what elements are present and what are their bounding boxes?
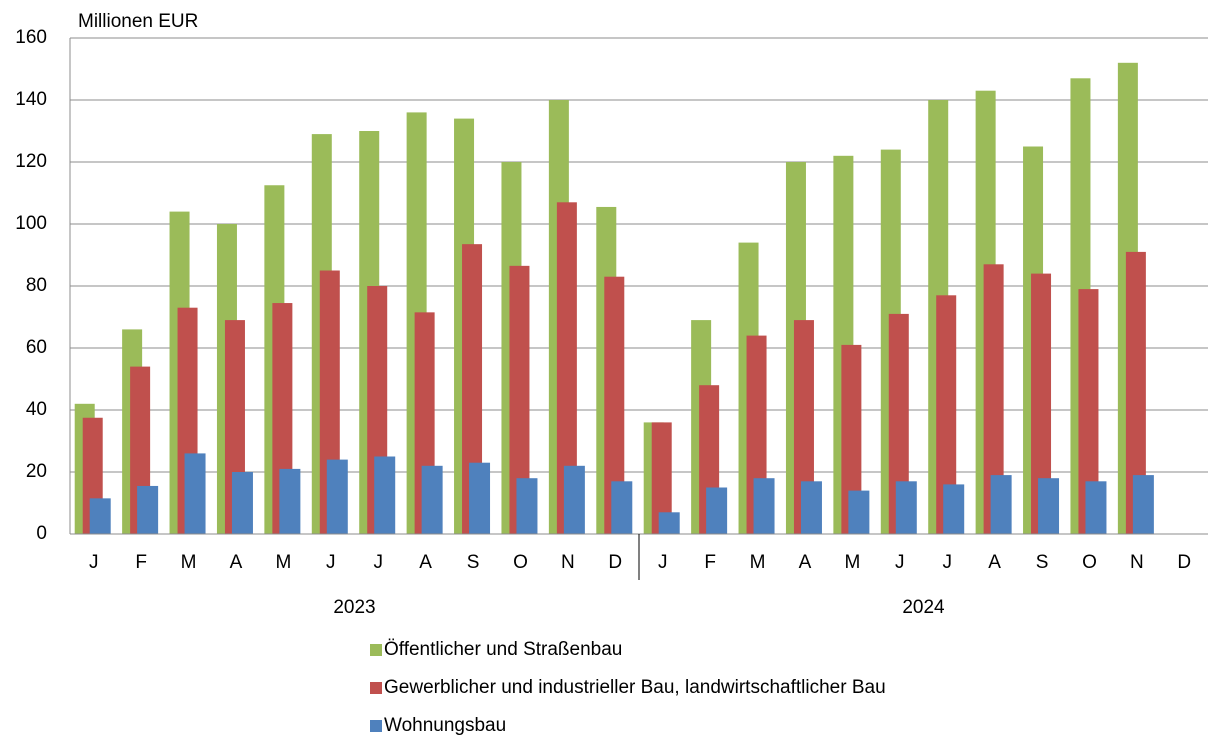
x-tick-label: A bbox=[799, 552, 812, 573]
bar bbox=[1125, 251, 1146, 534]
x-tick-label: J bbox=[942, 552, 952, 573]
y-axis-title: Millionen EUR bbox=[78, 11, 198, 32]
legend-swatch bbox=[370, 644, 382, 656]
legend-label: Öffentlicher und Straßenbau bbox=[384, 639, 622, 660]
bar bbox=[1031, 273, 1052, 534]
y-tick-label: 20 bbox=[26, 461, 47, 482]
x-tick-label: O bbox=[513, 552, 528, 573]
bar bbox=[658, 512, 680, 534]
bar bbox=[793, 320, 814, 534]
bar bbox=[279, 468, 301, 534]
bar bbox=[89, 498, 111, 534]
x-tick-label: A bbox=[988, 552, 1001, 573]
bar bbox=[1038, 478, 1060, 534]
y-tick-label: 100 bbox=[15, 213, 47, 234]
bar bbox=[184, 453, 206, 534]
x-tick-label: J bbox=[658, 552, 668, 573]
x-tick-label: M bbox=[181, 552, 197, 573]
legend-label: Gewerblicher und industrieller Bau, land… bbox=[384, 677, 886, 698]
bar bbox=[231, 472, 253, 534]
x-tick-label: A bbox=[230, 552, 243, 573]
x-tick-label: J bbox=[373, 552, 383, 573]
x-tick-label: M bbox=[844, 552, 860, 573]
x-tick-label: M bbox=[750, 552, 766, 573]
bar bbox=[848, 490, 870, 534]
x-tick-label: J bbox=[895, 552, 905, 573]
y-tick-label: 140 bbox=[15, 89, 47, 110]
y-tick-label: 160 bbox=[15, 27, 47, 48]
x-tick-label: A bbox=[419, 552, 432, 573]
y-tick-label: 120 bbox=[15, 151, 47, 172]
x-tick-label: D bbox=[608, 552, 622, 573]
bar bbox=[563, 465, 585, 534]
bar bbox=[753, 478, 775, 534]
x-tick-label: M bbox=[275, 552, 291, 573]
x-tick-label: O bbox=[1082, 552, 1097, 573]
bar bbox=[374, 456, 396, 534]
bar bbox=[509, 265, 530, 534]
bar bbox=[556, 202, 577, 535]
legend-swatch bbox=[370, 720, 382, 732]
group-label: 2023 bbox=[333, 597, 375, 618]
y-tick-label: 60 bbox=[26, 337, 47, 358]
y-tick-label: 40 bbox=[26, 399, 47, 420]
x-tick-label: N bbox=[1130, 552, 1144, 573]
x-tick-label: F bbox=[704, 552, 716, 573]
x-tick-label: S bbox=[467, 552, 480, 573]
bar bbox=[1132, 475, 1154, 534]
bar bbox=[800, 481, 822, 534]
bar bbox=[604, 276, 625, 534]
bar bbox=[943, 484, 965, 534]
bar bbox=[469, 462, 491, 534]
bar bbox=[888, 313, 909, 534]
bar bbox=[137, 485, 159, 534]
x-tick-label: N bbox=[561, 552, 575, 573]
bar bbox=[326, 459, 348, 534]
bar bbox=[983, 264, 1004, 534]
x-tick-label: F bbox=[135, 552, 147, 573]
legend-label: Wohnungsbau bbox=[384, 715, 506, 736]
bar bbox=[936, 295, 957, 534]
y-tick-label: 0 bbox=[36, 523, 47, 544]
bar bbox=[1078, 289, 1099, 534]
x-tick-label: J bbox=[326, 552, 336, 573]
x-tick-label: J bbox=[89, 552, 99, 573]
bar bbox=[516, 478, 538, 534]
legend-swatch bbox=[370, 682, 382, 694]
bar bbox=[841, 344, 862, 534]
y-tick-label: 80 bbox=[26, 275, 47, 296]
bar bbox=[706, 487, 728, 534]
bar bbox=[462, 244, 483, 534]
bar bbox=[895, 481, 917, 534]
x-tick-label: S bbox=[1036, 552, 1049, 573]
bar bbox=[611, 481, 633, 534]
bar bbox=[421, 465, 443, 534]
bar bbox=[1085, 481, 1107, 534]
bar bbox=[651, 422, 672, 534]
x-tick-label: D bbox=[1177, 552, 1191, 573]
group-label: 2024 bbox=[902, 597, 945, 618]
bar bbox=[990, 475, 1012, 534]
